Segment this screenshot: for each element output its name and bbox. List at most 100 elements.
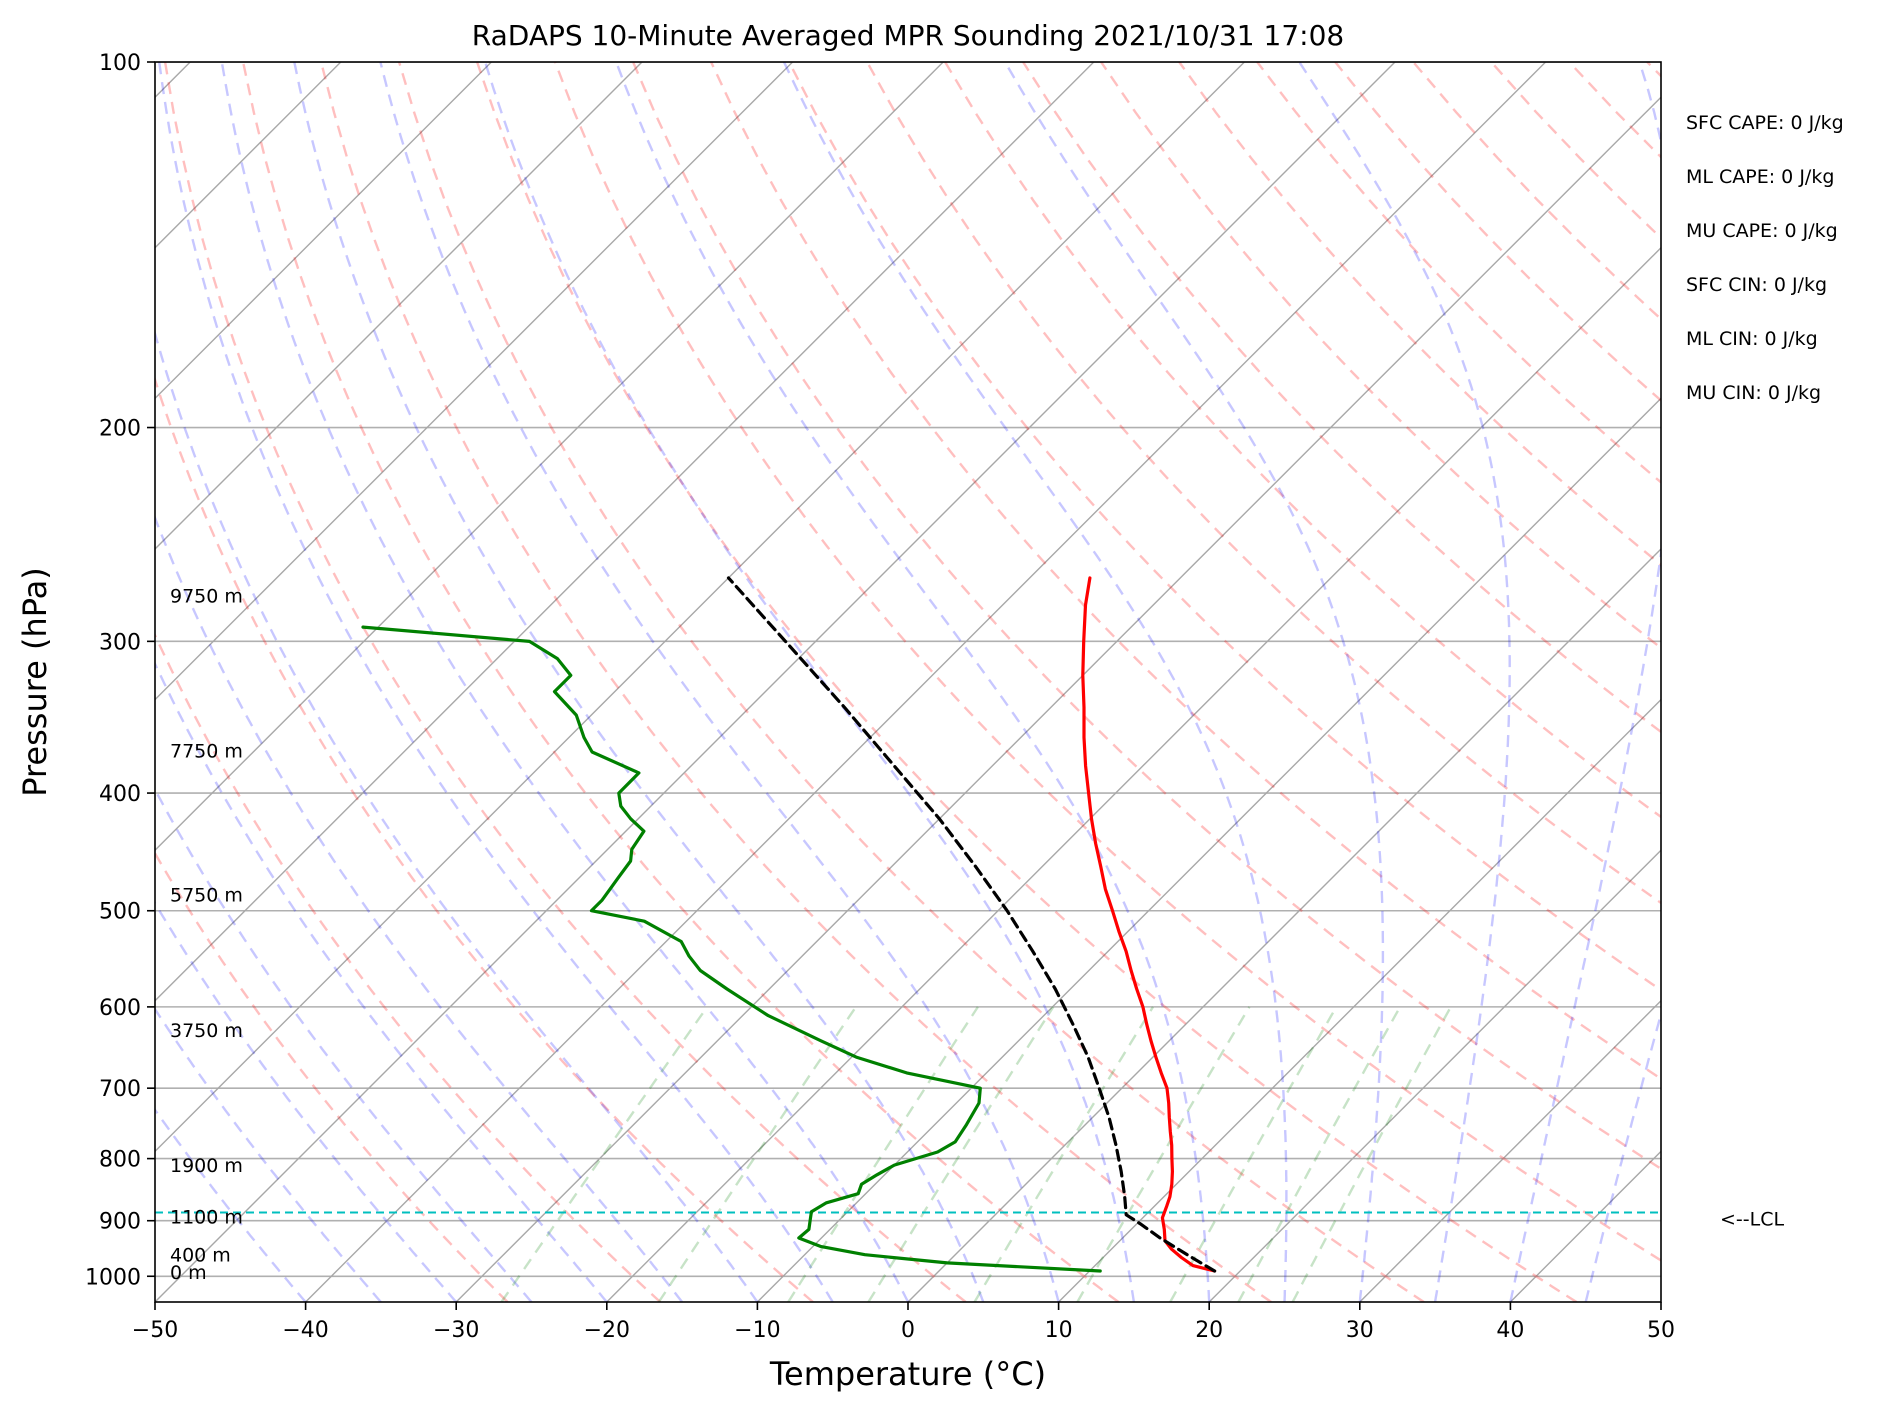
moist-adiabat — [155, 660, 608, 1302]
stability-indices: SFC CAPE: 0 J/kg ML CAPE: 0 J/kg MU CAPE: … — [1686, 112, 1844, 404]
moist-adiabat — [1509, 62, 1661, 1302]
stability-index: ML CAPE: 0 J/kg — [1686, 166, 1834, 188]
dry-adiabat — [788, 62, 1661, 992]
dry-adiabat — [631, 62, 1661, 1171]
mixing-ratio-line — [1237, 1006, 1402, 1302]
y-tick-label: 700 — [99, 1077, 141, 1102]
temperature-profile — [1081, 576, 1217, 1273]
dry-adiabat — [155, 632, 662, 1302]
y-tick-label: 800 — [99, 1148, 141, 1173]
lcl-group: <--LCL — [155, 1208, 1784, 1230]
isotherm-line — [155, 62, 492, 400]
lcl-label: <--LCL — [1720, 1208, 1784, 1230]
isotherm-line — [606, 246, 1661, 1302]
dry-adiabat — [475, 62, 1578, 1302]
dry-adiabat — [866, 62, 1661, 905]
mixing-ratio-line — [657, 1006, 857, 1302]
mixing-ratio-line — [1076, 1006, 1251, 1302]
moist-adiabat — [615, 62, 1211, 1302]
x-tick-label: 40 — [1496, 1318, 1524, 1343]
dry-adiabat — [944, 62, 1661, 819]
x-tick-label: −20 — [584, 1318, 630, 1343]
dry-adiabat — [241, 62, 1120, 1302]
mixing-ratio-line — [500, 1006, 709, 1302]
moist-adiabat — [1298, 62, 1511, 1302]
x-tick-label: −10 — [734, 1318, 780, 1343]
moist-adiabat — [155, 514, 684, 1302]
isotherm-line — [155, 62, 794, 701]
dry-adiabat — [710, 62, 1661, 1081]
height-label: 9750 m — [170, 585, 243, 607]
height-labels: 9750 m 7750 m 5750 m 3750 m 1900 m 1100 m 400 … — [170, 585, 243, 1284]
isotherm-line — [1359, 999, 1661, 1302]
height-label: 1100 m — [170, 1207, 243, 1229]
y-tick-label: 200 — [99, 417, 141, 442]
height-label: 1900 m — [170, 1155, 243, 1177]
sounding-profiles — [361, 576, 1217, 1273]
moist-adiabat — [158, 62, 834, 1302]
isotherm-line — [907, 548, 1661, 1302]
mixing-ratio-line — [1291, 1006, 1452, 1302]
stability-index: SFC CIN: 0 J/kg — [1686, 274, 1827, 296]
stability-index: MU CAPE: 0 J/kg — [1686, 220, 1838, 242]
dewpoint-profile — [361, 625, 1102, 1273]
y-tick-label: 400 — [99, 782, 141, 807]
dry-adiabat — [163, 62, 967, 1302]
moist-adiabat — [220, 62, 910, 1302]
x-axis-label: Temperature (°C) — [769, 1355, 1046, 1393]
dry-adiabat — [553, 62, 1661, 1262]
y-axis: 100 200 300 400 500 600 700 800 900 1000 — [85, 51, 155, 1290]
x-tick-label: 10 — [1045, 1318, 1073, 1343]
x-tick-label: −30 — [433, 1318, 479, 1343]
isotherm-line — [1058, 698, 1661, 1302]
parcel-profile — [726, 576, 1217, 1273]
y-tick-label: 1000 — [85, 1265, 141, 1290]
stability-index: SFC CAPE: 0 J/kg — [1686, 112, 1844, 134]
mixing-ratio-line — [867, 1006, 1055, 1302]
dry-adiabat — [155, 375, 814, 1302]
mixing-ratio-line — [787, 1006, 979, 1302]
dry-adiabat — [397, 62, 1425, 1302]
moist-adiabat — [155, 900, 458, 1302]
isotherm-line — [756, 397, 1661, 1302]
height-label: 5750 m — [170, 885, 243, 907]
background-lines — [155, 62, 1661, 1302]
y-tick-label: 300 — [99, 630, 141, 655]
x-tick-label: 0 — [901, 1318, 915, 1343]
moist-adiabat — [155, 329, 759, 1302]
moist-adiabat — [155, 787, 533, 1302]
isotherm-line — [155, 62, 643, 550]
x-axis: −50 −40 −30 −20 −10 0 10 20 30 40 50 — [132, 1302, 1675, 1343]
isotherm-line — [455, 96, 1661, 1302]
y-tick-label: 100 — [99, 51, 141, 76]
moist-adiabat — [379, 62, 1060, 1302]
x-tick-label: 30 — [1346, 1318, 1374, 1343]
dry-adiabat — [1100, 62, 1661, 650]
y-tick-label: 600 — [99, 996, 141, 1021]
chart-title: RaDAPS 10-Minute Averaged MPR Sounding 2… — [472, 19, 1344, 52]
y-tick-label: 900 — [99, 1210, 141, 1235]
x-tick-label: −40 — [282, 1318, 328, 1343]
mixing-ratio-line — [973, 1006, 1155, 1302]
dry-adiabat — [319, 62, 1272, 1302]
moist-adiabat — [1584, 1009, 1661, 1302]
x-tick-label: 20 — [1195, 1318, 1223, 1343]
moist-adiabat — [484, 62, 1136, 1302]
isotherm-line — [155, 62, 1245, 1153]
x-tick-label: −50 — [132, 1318, 178, 1343]
dry-adiabat — [1022, 62, 1661, 734]
y-axis-label: Pressure (hPa) — [16, 567, 54, 797]
height-label: 400 m — [170, 1245, 231, 1267]
isotherm-line — [155, 62, 1396, 1302]
height-label: 7750 m — [170, 741, 243, 763]
moist-adiabat — [782, 62, 1288, 1302]
height-label: 3750 m — [170, 1020, 243, 1042]
isotherm-line — [155, 62, 944, 852]
moist-adiabat — [1003, 62, 1385, 1302]
moist-adiabat — [155, 1107, 307, 1302]
isotherm-line — [1208, 849, 1661, 1302]
stability-index: ML CIN: 0 J/kg — [1686, 328, 1818, 350]
isotherm-line — [305, 62, 1547, 1302]
height-label: 0 m — [170, 1262, 207, 1284]
